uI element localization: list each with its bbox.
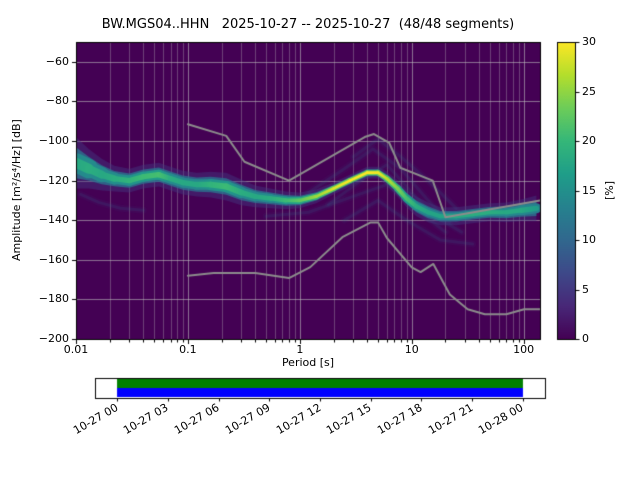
colorbar-label: [%]: [603, 180, 616, 201]
y-axis-label: Amplitude [m²/s⁴/Hz] [dB]: [10, 119, 23, 262]
plot-title: BW.MGS04..HHN 2025-10-27 -- 2025-10-27 (…: [101, 17, 515, 32]
x-axis-label: Period [s]: [281, 356, 335, 369]
